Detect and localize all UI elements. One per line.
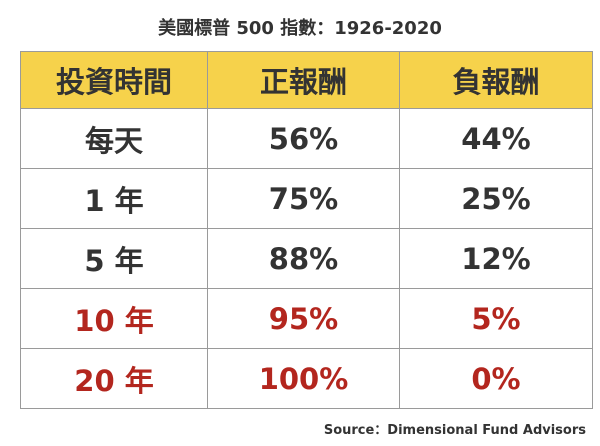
period-cell: 20 年: [20, 348, 208, 409]
returns-table: 投資時間 正報酬 負報酬 每天 56% 44% 1 年 75% 25% 5 年 88% 12% 1…: [20, 51, 593, 409]
period-cell: 每天: [20, 108, 208, 169]
period-cell: 10 年: [20, 288, 208, 349]
chart-title: 美國標普 500 指數：1926-2020: [158, 18, 442, 39]
source-note: Source：Dimensional Fund Advisors: [323, 423, 586, 438]
table-row: 20 年 100% 0%: [20, 348, 593, 409]
period-cell: 5 年: [20, 228, 208, 289]
column-header-positive-return: 正報酬: [207, 51, 400, 109]
column-header-negative-return: 負報酬: [399, 51, 593, 109]
negative-return-cell: 44%: [399, 108, 593, 169]
positive-return-cell: 75%: [207, 168, 400, 229]
period-cell: 1 年: [20, 168, 208, 229]
positive-return-cell: 88%: [207, 228, 400, 289]
table-row: 5 年 88% 12%: [20, 228, 593, 289]
negative-return-cell: 5%: [399, 288, 593, 349]
table-row: 1 年 75% 25%: [20, 168, 593, 229]
header-row: 投資時間 正報酬 負報酬: [20, 51, 593, 109]
negative-return-cell: 25%: [399, 168, 593, 229]
table-row: 每天 56% 44%: [20, 108, 593, 169]
negative-return-cell: 12%: [399, 228, 593, 289]
column-header-period: 投資時間: [20, 51, 208, 109]
table-row: 10 年 95% 5%: [20, 288, 593, 349]
positive-return-cell: 100%: [207, 348, 400, 409]
negative-return-cell: 0%: [399, 348, 593, 409]
positive-return-cell: 56%: [207, 108, 400, 169]
positive-return-cell: 95%: [207, 288, 400, 349]
